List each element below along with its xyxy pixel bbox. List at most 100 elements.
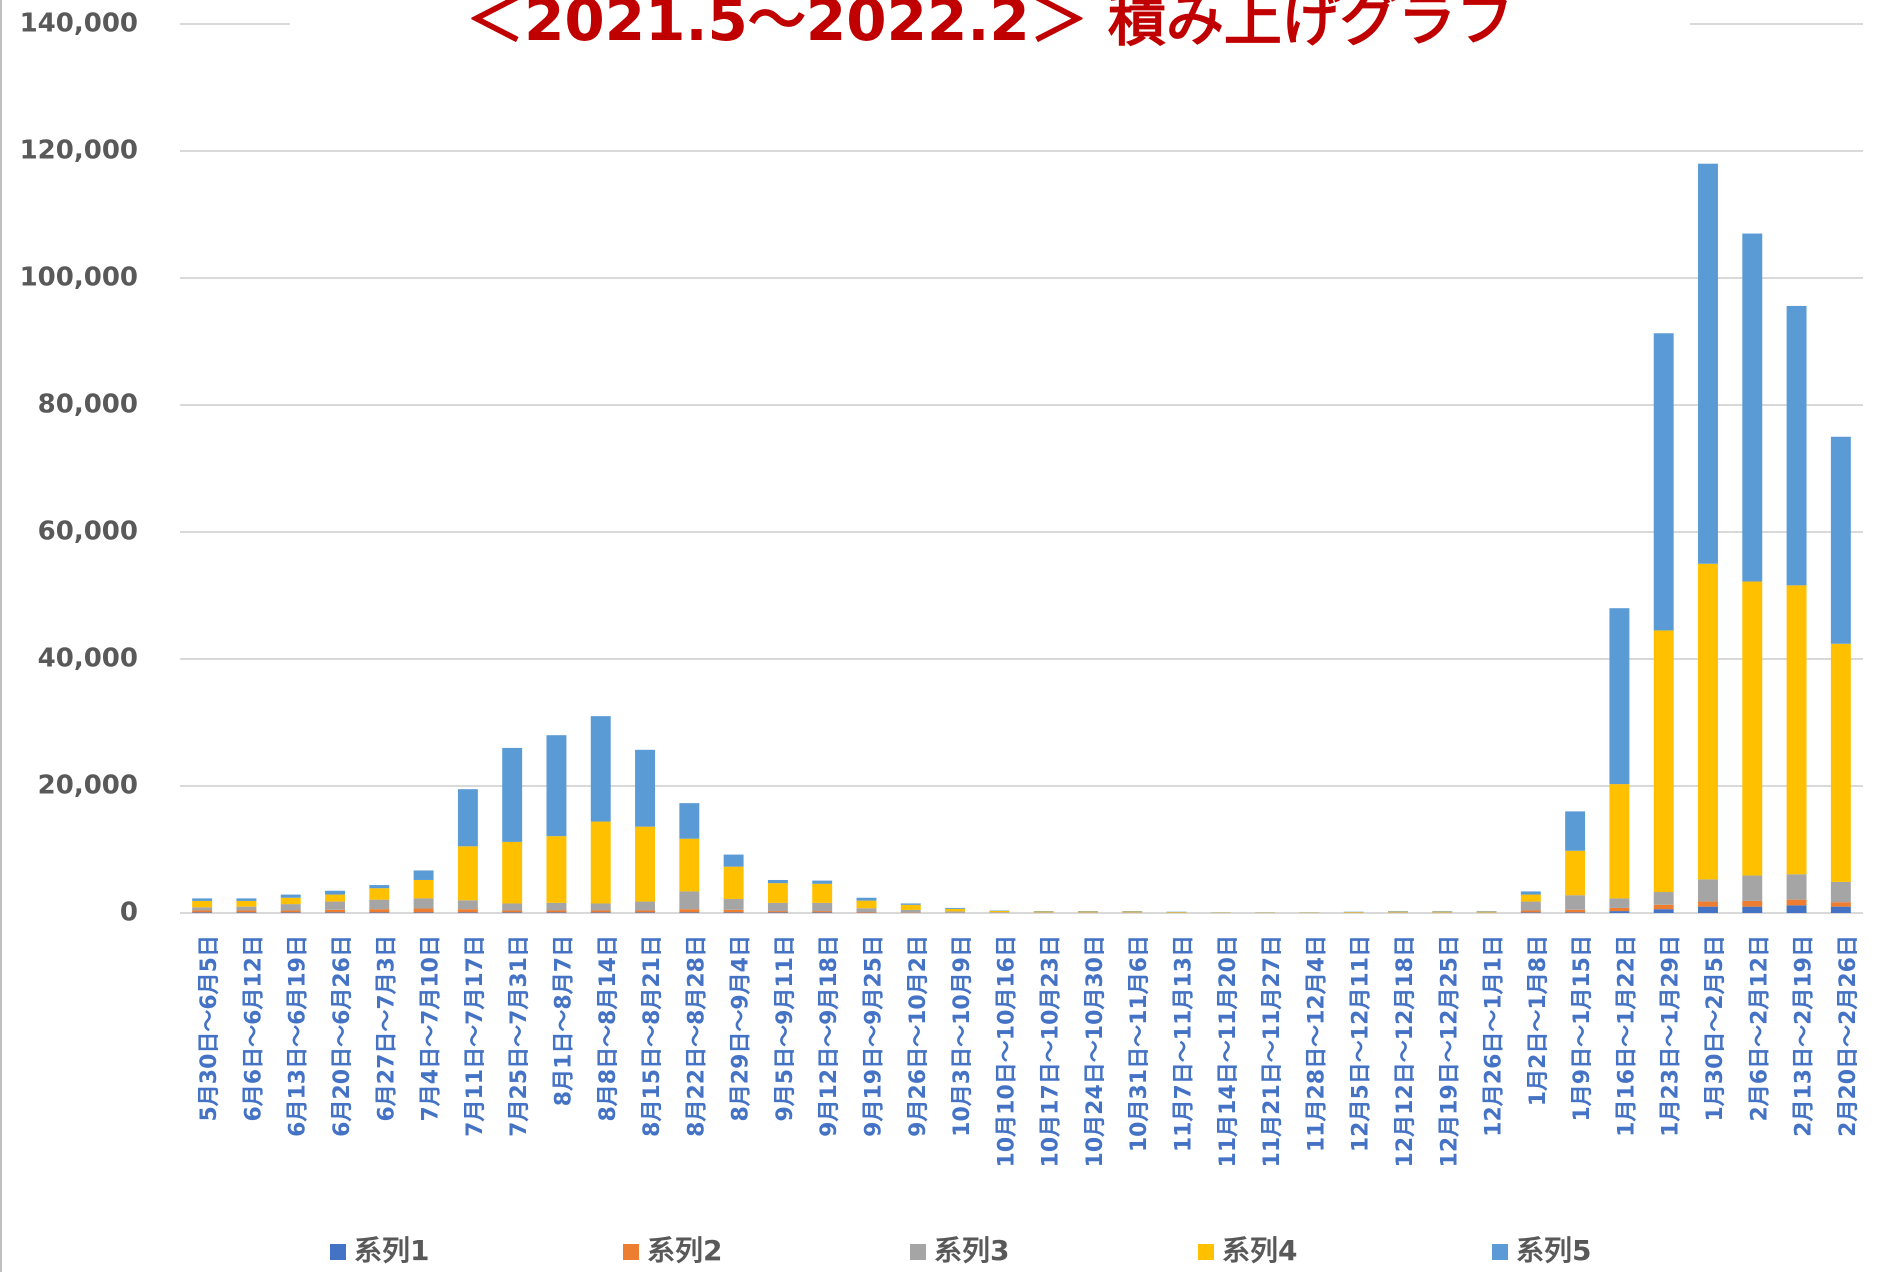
bar-segment <box>1653 909 1674 913</box>
bar-segment <box>325 912 345 913</box>
x-tick-label: 6月6日～6月12日 <box>241 935 266 1122</box>
bar-segment <box>280 912 301 913</box>
bar-segment <box>1476 912 1497 913</box>
x-tick-label: 10月17日～10月23日 <box>1039 935 1064 1167</box>
legend-label: 系列5 <box>1516 1234 1591 1267</box>
bar-segment <box>502 903 523 911</box>
bar-segment <box>192 912 213 913</box>
bar-segment <box>1432 911 1453 913</box>
bar-segment <box>767 902 788 912</box>
bar-segment <box>369 899 390 910</box>
bar-segment <box>812 883 833 903</box>
bar-segment <box>192 910 213 913</box>
bar-segment <box>1742 581 1763 876</box>
bar-segment <box>767 879 788 884</box>
bar-segment <box>236 906 257 911</box>
bar-segment <box>679 912 700 913</box>
legend-swatch <box>330 1244 346 1260</box>
labels: 0 20,000 40,000 60,000 80,000 100,000 120,000 1… <box>20 9 1861 1268</box>
bar-segment <box>1653 904 1674 910</box>
y-tick-label: 40,000 <box>38 644 138 674</box>
x-tick-label: 6月13日～6月19日 <box>286 935 311 1137</box>
x-tick-label: 1月9日～1月15日 <box>1570 935 1595 1122</box>
bar-segment <box>723 909 744 913</box>
bar-segment <box>1565 811 1586 851</box>
bar-segment <box>1122 911 1143 913</box>
legend-label: 系列4 <box>1222 1234 1297 1267</box>
x-tick-label: 8月1日～8月7日 <box>551 935 576 1106</box>
bar-segment <box>1742 233 1763 582</box>
bar-segment <box>590 716 611 822</box>
bar-segment <box>1343 912 1364 913</box>
x-tick-label: 12月12日～12月18日 <box>1393 935 1418 1167</box>
x-tick-label: 1月23日～1月29日 <box>1659 935 1684 1137</box>
bar-segment <box>635 901 656 911</box>
bar-segment <box>635 912 656 913</box>
bar-segment <box>369 888 390 900</box>
bar-segment <box>1476 911 1497 912</box>
y-tick-label: 0 <box>120 898 138 928</box>
legend-swatch <box>910 1244 926 1260</box>
bar-segment <box>1077 911 1098 913</box>
bar-segment <box>457 846 478 901</box>
bar-segment <box>767 912 788 913</box>
bar-segment <box>325 890 345 895</box>
bar-segment <box>236 898 257 901</box>
bar-segment <box>1609 608 1630 785</box>
bar-segment <box>369 885 390 889</box>
bar-segment <box>1565 850 1586 896</box>
bar-segment <box>723 854 744 867</box>
y-tick-label: 60,000 <box>38 517 138 547</box>
chart-title: ＜2021.5～2022.2＞ 積み上げグラフ <box>466 0 1514 54</box>
bar-segment <box>767 883 788 903</box>
bar-segment <box>723 866 744 900</box>
bar-segment <box>1609 784 1630 899</box>
x-tick-label: 6月20日～6月26日 <box>330 935 355 1137</box>
bar-segment <box>502 747 523 842</box>
bar-segment <box>812 902 833 912</box>
bar-segment <box>679 838 700 892</box>
bar-segment <box>1742 906 1763 913</box>
bar-segment <box>635 910 656 913</box>
x-tick-label: 8月29日～9月4日 <box>729 935 754 1122</box>
y-tick-label: 20,000 <box>38 771 138 801</box>
bar-segment <box>236 912 257 913</box>
bar-segment <box>900 903 921 905</box>
bar-segment <box>280 904 301 911</box>
bar-segment <box>325 909 345 913</box>
x-tick-label: 12月5日～12月11日 <box>1349 935 1374 1152</box>
bar-segment <box>1742 875 1763 901</box>
x-tick-label: 1月2日～1月8日 <box>1526 935 1551 1106</box>
bar-segment <box>989 910 1010 913</box>
y-tick-label: 100,000 <box>20 263 138 293</box>
bar-segment <box>1387 911 1408 912</box>
bar-segment <box>1033 911 1054 913</box>
y-tick-label: 120,000 <box>20 136 138 166</box>
bar-segment <box>1387 911 1408 913</box>
y-tick-label: 140,000 <box>20 9 138 39</box>
x-tick-label: 8月15日～8月21日 <box>640 935 665 1137</box>
x-tick-label: 1月30日～2月5日 <box>1703 935 1728 1122</box>
bar-segment <box>413 912 434 913</box>
legend-swatch <box>623 1244 639 1260</box>
x-tick-label: 6月27日～7月3日 <box>374 935 399 1122</box>
bar-segment <box>192 898 213 901</box>
bar-segment <box>1520 894 1541 902</box>
x-tick-label: 8月8日～8月14日 <box>596 935 621 1122</box>
x-tick-label: 11月28日～12月4日 <box>1304 935 1329 1152</box>
bar-segment <box>236 910 257 913</box>
bar-segment <box>457 909 478 913</box>
bar-segment <box>679 891 700 910</box>
bar-segment <box>1698 163 1718 564</box>
bar-segment <box>1830 643 1851 882</box>
bar-segment <box>1653 630 1674 893</box>
bar-segment <box>457 900 478 910</box>
x-tick-label: 9月26日～10月2日 <box>906 935 931 1137</box>
bar-segment <box>280 910 301 913</box>
bar-segment <box>812 880 833 884</box>
bar-segment <box>1565 909 1586 913</box>
bar-segment <box>1609 898 1630 908</box>
bar-segment <box>502 841 523 904</box>
bar-segment <box>679 909 700 913</box>
bar-segment <box>1432 912 1453 913</box>
